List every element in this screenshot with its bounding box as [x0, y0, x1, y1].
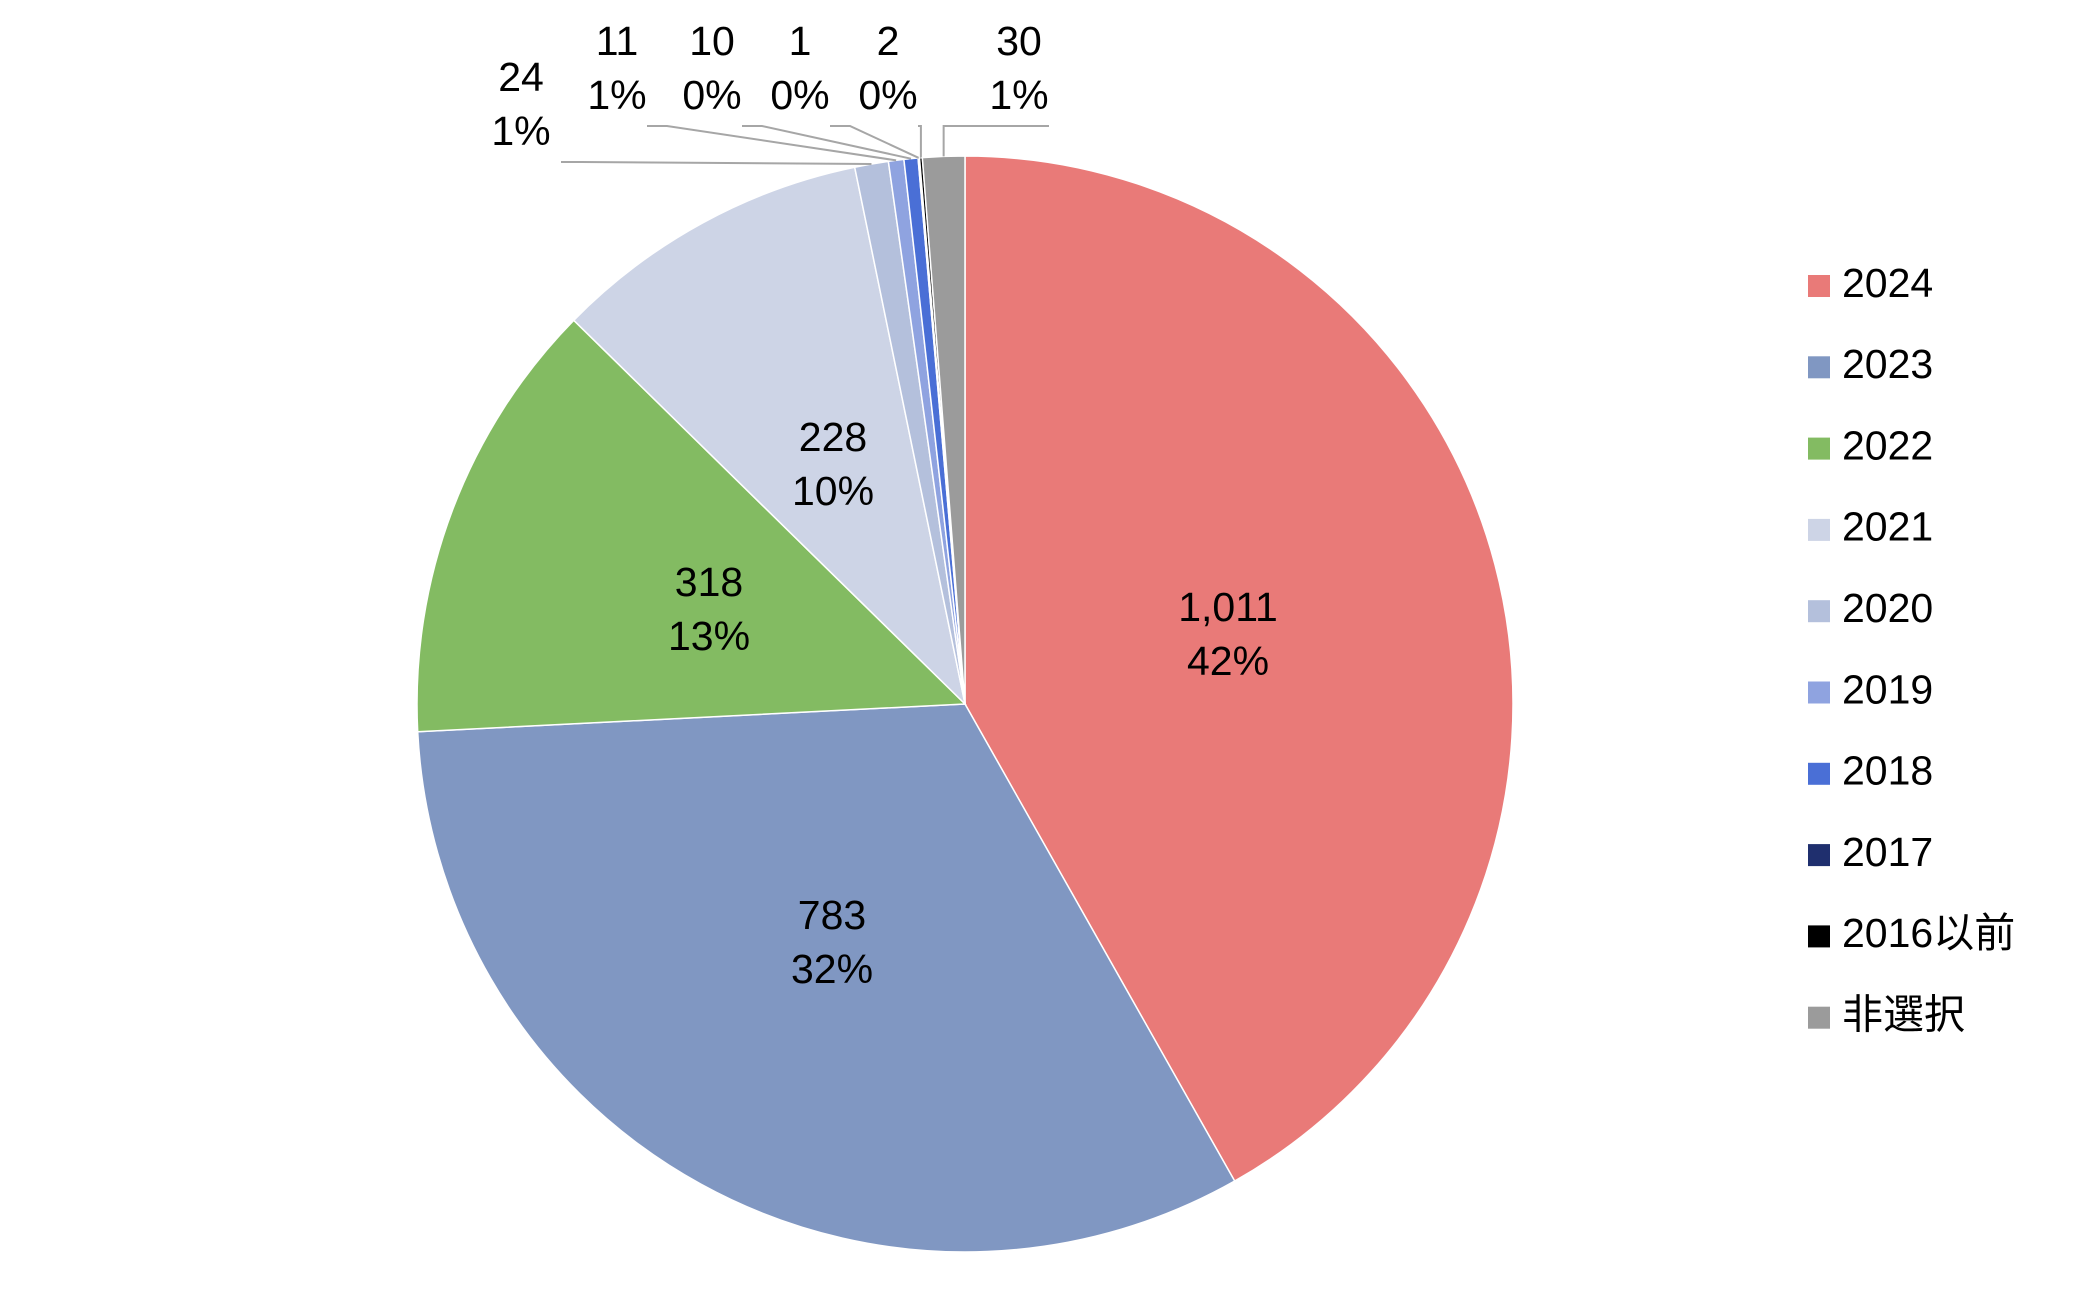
legend-label: 2020 [1842, 585, 1933, 631]
legend-label: 2024 [1842, 260, 1933, 306]
legend-swatch [1808, 356, 1830, 379]
legend-label: 非選択 [1842, 992, 1965, 1038]
legend-label: 2016以前 [1842, 910, 2015, 956]
percent-label: 0% [858, 72, 917, 118]
leader-line [918, 125, 922, 158]
leader-line [647, 125, 897, 162]
legend-swatch [1808, 925, 1830, 948]
data-label: 1 [789, 18, 812, 64]
percent-label: 1% [989, 72, 1048, 118]
legend-label: 2021 [1842, 504, 1933, 550]
leader-line [942, 125, 1049, 157]
data-label: 783 [798, 892, 866, 938]
legend-swatch [1808, 437, 1830, 460]
legend-swatch [1808, 762, 1830, 785]
data-label: 2 [877, 18, 900, 64]
legend-swatch [1808, 681, 1830, 704]
data-label: 318 [675, 559, 743, 605]
percent-label: 42% [1187, 638, 1269, 684]
data-label: 11 [596, 18, 639, 64]
percent-label: 1% [587, 72, 646, 118]
data-label: 24 [498, 54, 544, 100]
legend-swatch [1808, 518, 1830, 541]
legend-swatch [1808, 275, 1830, 297]
leader-line [742, 125, 912, 160]
percent-label: 0% [770, 72, 829, 118]
pie-slice [416, 319, 967, 733]
legend-swatch [1808, 844, 1830, 867]
percent-label: 10% [792, 468, 874, 514]
pie-slice [572, 166, 967, 707]
legend-label: 2023 [1842, 341, 1933, 387]
legend-label: 2018 [1842, 748, 1933, 794]
data-label: 30 [996, 18, 1042, 64]
legend-label: 2022 [1842, 422, 1933, 468]
legend-label: 2017 [1842, 829, 1933, 875]
percent-label: 0% [682, 72, 741, 118]
percent-label: 1% [491, 108, 550, 154]
legend-swatch [1808, 600, 1830, 623]
leader-line [830, 125, 920, 159]
pie-slice [964, 155, 1514, 1183]
pie-slice [416, 703, 1236, 1253]
percent-label: 13% [668, 613, 750, 659]
data-label: 228 [799, 414, 867, 460]
leader-line [561, 161, 872, 166]
data-label: 10 [689, 18, 735, 64]
data-label: 1,011 [1178, 584, 1278, 630]
legend-label: 2019 [1842, 666, 1933, 712]
percent-label: 32% [791, 946, 873, 992]
legend-swatch [1808, 1006, 1830, 1029]
